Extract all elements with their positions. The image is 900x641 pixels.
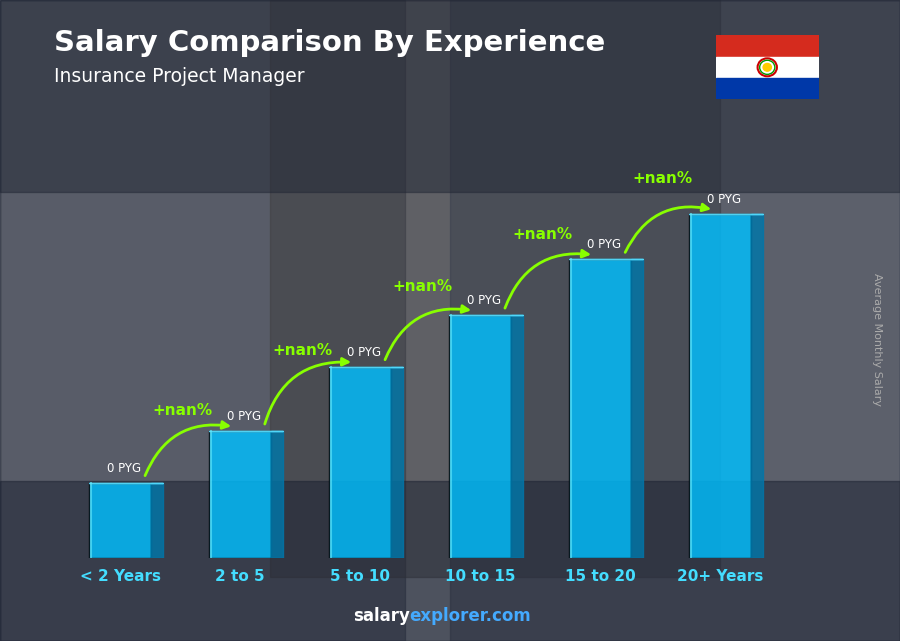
Text: +nan%: +nan% (512, 227, 572, 242)
Bar (716, 56, 819, 78)
Polygon shape (511, 315, 523, 558)
Text: 0 PYG: 0 PYG (346, 346, 381, 359)
Text: Insurance Project Manager: Insurance Project Manager (54, 67, 304, 87)
Polygon shape (271, 431, 284, 558)
FancyBboxPatch shape (449, 315, 511, 558)
Text: Average Monthly Salary: Average Monthly Salary (872, 273, 883, 406)
Polygon shape (392, 367, 403, 558)
Text: +nan%: +nan% (152, 403, 212, 418)
Bar (270, 0, 720, 577)
Text: 0 PYG: 0 PYG (227, 410, 261, 423)
Polygon shape (752, 214, 763, 558)
Text: explorer.com: explorer.com (410, 607, 531, 625)
Bar (716, 35, 819, 56)
Polygon shape (151, 483, 163, 558)
FancyBboxPatch shape (688, 214, 752, 558)
Text: salary: salary (353, 607, 410, 625)
FancyBboxPatch shape (328, 367, 392, 558)
Bar (0, 0, 405, 641)
Bar (716, 78, 819, 99)
Text: 0 PYG: 0 PYG (587, 238, 621, 251)
Bar (0, 481, 900, 641)
Circle shape (763, 63, 771, 71)
Text: Salary Comparison By Experience: Salary Comparison By Experience (54, 29, 605, 57)
Bar (0, 0, 900, 192)
FancyBboxPatch shape (569, 259, 631, 558)
Text: +nan%: +nan% (392, 279, 453, 294)
Text: 0 PYG: 0 PYG (106, 462, 140, 475)
Bar (450, 0, 900, 641)
Text: 0 PYG: 0 PYG (706, 194, 741, 206)
Text: +nan%: +nan% (273, 343, 332, 358)
Text: +nan%: +nan% (633, 171, 692, 186)
Text: 0 PYG: 0 PYG (466, 294, 500, 307)
FancyBboxPatch shape (209, 431, 271, 558)
Polygon shape (631, 259, 644, 558)
FancyBboxPatch shape (89, 483, 151, 558)
